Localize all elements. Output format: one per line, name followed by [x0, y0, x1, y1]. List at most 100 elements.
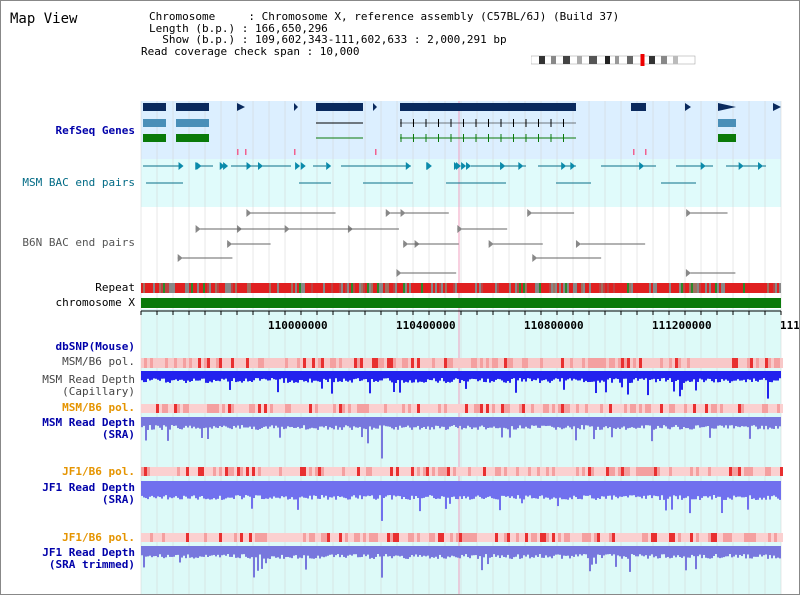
polymorphism-cell — [777, 358, 780, 368]
polymorphism-cell — [357, 404, 360, 413]
repeat-segment — [633, 283, 635, 293]
polymorphism-cell — [360, 533, 363, 542]
depth-bar — [585, 546, 587, 555]
depth-bar — [149, 371, 151, 381]
depth-bar — [447, 417, 449, 430]
polymorphism-cell — [363, 358, 366, 368]
depth-bar — [557, 546, 559, 555]
polymorphism-cell — [519, 467, 522, 476]
depth-bar — [217, 417, 219, 429]
polymorphism-cell — [291, 404, 294, 413]
repeat-segment — [701, 283, 703, 293]
polymorphism-cell — [618, 533, 621, 542]
depth-bar — [387, 371, 389, 379]
depth-bar — [211, 481, 213, 500]
depth-bar — [427, 371, 429, 380]
depth-bar — [255, 417, 257, 430]
repeat-segment — [439, 283, 441, 293]
bac-end-arrow — [738, 162, 744, 170]
polymorphism-cell — [417, 467, 420, 476]
depth-bar — [671, 371, 673, 382]
polymorphism-cell — [537, 404, 540, 413]
depth-bar — [565, 417, 567, 428]
repeat-segment — [501, 283, 503, 293]
polymorphism-cell — [192, 533, 195, 542]
depth-bar — [265, 371, 267, 380]
depth-bar — [457, 546, 459, 558]
depth-bar — [377, 371, 379, 382]
polymorphism-cell — [453, 404, 456, 413]
depth-bar — [689, 481, 691, 514]
depth-bar — [683, 481, 685, 499]
polymorphism-cell — [498, 533, 501, 542]
polymorphism-cell — [636, 533, 639, 542]
polymorphism-cell — [495, 533, 498, 542]
depth-bar — [399, 546, 401, 557]
depth-bar — [645, 417, 647, 426]
gene-feature — [176, 103, 209, 111]
depth-bar — [419, 546, 421, 556]
repeat-segment — [569, 283, 571, 293]
polymorphism-cell — [366, 533, 369, 542]
polymorphism-cell — [768, 467, 771, 476]
depth-bar — [449, 481, 451, 504]
depth-bar — [159, 546, 161, 555]
depth-bar — [663, 417, 665, 426]
depth-bar — [295, 481, 297, 500]
polymorphism-cell — [618, 467, 621, 476]
polymorphism-cell — [342, 533, 345, 542]
polymorphism-cell — [609, 533, 612, 542]
depth-bar — [195, 417, 197, 429]
polymorphism-cell — [234, 358, 237, 368]
depth-bar — [713, 481, 715, 496]
polymorphism-cell — [438, 533, 441, 542]
polymorphism-cell — [450, 358, 453, 368]
polymorphism-cell — [222, 358, 225, 368]
repeat-segment — [671, 283, 673, 293]
depth-bar — [695, 481, 697, 500]
repeat-segment — [565, 283, 567, 293]
snp-mark — [645, 149, 647, 155]
polymorphism-cell — [345, 358, 348, 368]
bac-end-arrow — [457, 225, 463, 233]
depth-bar — [587, 371, 589, 383]
polymorphism-cell — [744, 533, 747, 542]
polymorphism-cell — [405, 404, 408, 413]
repeat-segment — [611, 283, 613, 293]
repeat-segment — [353, 283, 355, 293]
repeat-segment — [635, 283, 637, 293]
polymorphism-cell — [633, 533, 636, 542]
depth-bar — [575, 546, 577, 555]
polymorphism-cell — [603, 467, 606, 476]
repeat-segment — [763, 283, 765, 293]
repeat-segment — [543, 283, 545, 293]
depth-bar — [457, 417, 459, 429]
depth-bar — [205, 371, 207, 383]
depth-bar — [247, 481, 249, 496]
depth-bar — [777, 481, 779, 499]
depth-bar — [715, 417, 717, 429]
polymorphism-cell — [201, 467, 204, 476]
depth-bar — [633, 481, 635, 496]
chromosome-ideogram[interactable] — [531, 54, 697, 66]
depth-bar — [543, 546, 545, 558]
depth-bar — [445, 417, 447, 430]
depth-bar — [345, 371, 347, 381]
polymorphism-cell — [228, 358, 231, 368]
polymorphism-cell — [147, 533, 150, 542]
depth-bar — [235, 417, 237, 428]
depth-bar — [367, 481, 369, 496]
depth-bar — [693, 481, 695, 500]
polymorphism-cell — [510, 358, 513, 368]
depth-bar — [571, 546, 573, 556]
polymorphism-cell — [216, 358, 219, 368]
polymorphism-cell — [732, 404, 735, 413]
polymorphism-cell — [363, 533, 366, 542]
depth-bar — [225, 546, 227, 556]
depth-bar — [145, 481, 147, 499]
depth-bar — [547, 546, 549, 558]
depth-bar — [533, 546, 535, 558]
polymorphism-cell — [708, 358, 711, 368]
polymorphism-cell — [231, 533, 234, 542]
